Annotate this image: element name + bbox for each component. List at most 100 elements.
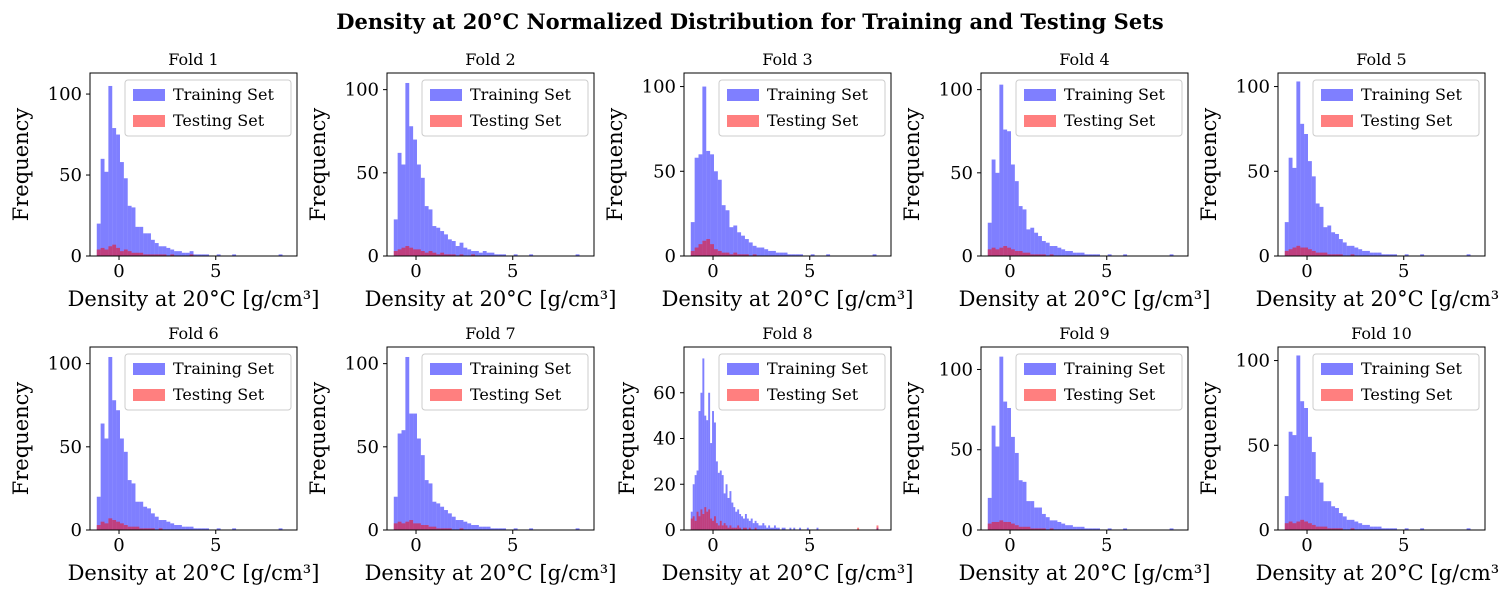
histogram-bar xyxy=(440,252,445,256)
histogram-bar xyxy=(428,483,433,530)
histogram-bar xyxy=(166,521,171,530)
histogram-bar xyxy=(737,525,740,530)
histogram-bar xyxy=(185,252,190,256)
histogram-bar xyxy=(119,438,124,530)
histogram-bar xyxy=(116,134,120,256)
histogram-bar xyxy=(397,433,402,530)
histogram-bar xyxy=(444,254,448,256)
histogram-bar xyxy=(123,249,128,256)
legend: Training Set Testing Set xyxy=(124,79,292,137)
x-tick-label: 5 xyxy=(1101,535,1112,556)
histogram-bar xyxy=(432,226,437,256)
histogram-bar xyxy=(795,254,800,256)
histogram-bar xyxy=(1026,229,1031,256)
histogram-bar xyxy=(715,523,718,530)
histogram-bar xyxy=(1092,254,1097,256)
legend: Training Set Testing Set xyxy=(718,79,886,137)
histogram-bar xyxy=(147,508,151,530)
histogram-bar xyxy=(216,254,221,256)
histogram-bar xyxy=(420,455,425,530)
histogram-bar xyxy=(1319,252,1324,256)
y-tick-label: 100 xyxy=(642,77,676,98)
histogram-bar xyxy=(1350,528,1355,530)
histogram-bar xyxy=(455,246,460,256)
histogram-bar xyxy=(1466,528,1471,530)
histogram-bar xyxy=(737,232,742,256)
legend-swatch-testing xyxy=(430,115,462,127)
legend-label-training: Training Set xyxy=(767,359,868,378)
histogram-bar xyxy=(1003,129,1008,256)
histogram-bar xyxy=(710,244,714,256)
histogram-bar xyxy=(119,162,124,256)
histogram-bar xyxy=(698,154,703,256)
training-set-bars xyxy=(1284,355,1471,530)
axes-frame xyxy=(683,72,892,257)
histogram-bar xyxy=(1041,528,1046,530)
testing-set-bars xyxy=(987,520,1054,530)
histogram-bar xyxy=(471,525,476,530)
histogram-bar xyxy=(131,207,136,256)
x-axis-label: Density at 20°C [g/cm³] xyxy=(662,287,914,311)
legend-swatch-training xyxy=(1024,89,1056,101)
histogram-bar xyxy=(1034,528,1039,530)
histogram-bar xyxy=(147,233,151,256)
histogram-bar xyxy=(1010,523,1015,530)
histogram-bar xyxy=(1045,517,1050,530)
histogram-bar xyxy=(743,527,745,530)
legend-swatch-testing xyxy=(1321,389,1353,401)
histogram-bar xyxy=(760,525,763,530)
histogram-bar xyxy=(143,528,148,530)
histogram-bar xyxy=(723,493,726,530)
histogram-bar xyxy=(1292,523,1297,530)
histogram-bar xyxy=(721,252,726,256)
histogram-bar xyxy=(1358,249,1363,256)
y-tick-label: 0 xyxy=(368,246,379,267)
histogram-bar xyxy=(1335,254,1339,256)
histogram-bar xyxy=(1284,250,1289,256)
training-set-bars xyxy=(690,358,879,531)
histogram-bar xyxy=(713,422,716,530)
histogram-bar xyxy=(494,254,499,256)
legend-swatch-training xyxy=(430,89,462,101)
legend-label-training: Training Set xyxy=(1064,85,1165,104)
histogram-bar xyxy=(413,523,417,530)
axes-frame xyxy=(386,346,595,531)
histogram-bar xyxy=(1014,181,1019,256)
histogram-bar xyxy=(139,501,144,530)
histogram-bar xyxy=(232,528,237,530)
axes-frame xyxy=(980,72,1189,257)
histogram-bar xyxy=(440,528,445,530)
subplot-title: Fold 4 xyxy=(1059,50,1109,69)
histogram-bar xyxy=(424,480,429,530)
histogram-bar xyxy=(1288,249,1293,256)
y-tick-label: 0 xyxy=(368,520,379,541)
histogram-bar xyxy=(413,249,417,256)
histogram-bar xyxy=(482,526,487,530)
histogram-bar xyxy=(987,249,992,256)
y-tick-label: 0 xyxy=(1259,520,1270,541)
histogram-bar xyxy=(424,252,429,256)
legend-label-testing: Testing Set xyxy=(470,385,562,404)
histogram-bar xyxy=(498,528,503,530)
histogram-bar xyxy=(475,251,479,256)
legend-box xyxy=(124,79,292,137)
histogram-bar xyxy=(482,251,487,256)
histogram-bar xyxy=(729,227,734,256)
histogram-bar xyxy=(744,527,747,530)
histogram-bar xyxy=(793,527,796,530)
histogram-bar xyxy=(1335,233,1339,256)
histogram-bar xyxy=(735,527,738,530)
histogram-bar xyxy=(1069,525,1073,530)
y-tick-label: 100 xyxy=(1236,351,1270,372)
legend-box xyxy=(1015,79,1183,137)
x-tick-label: 5 xyxy=(1398,535,1409,556)
x-tick-label: 0 xyxy=(707,535,718,556)
y-tick-label: 60 xyxy=(653,383,676,404)
subplot-title: Fold 5 xyxy=(1356,50,1406,69)
histogram-bar xyxy=(748,527,751,530)
histogram-bar xyxy=(513,254,518,256)
histogram-bar xyxy=(1304,247,1308,256)
histogram-bar xyxy=(100,158,105,256)
testing-set-bars xyxy=(690,507,879,531)
